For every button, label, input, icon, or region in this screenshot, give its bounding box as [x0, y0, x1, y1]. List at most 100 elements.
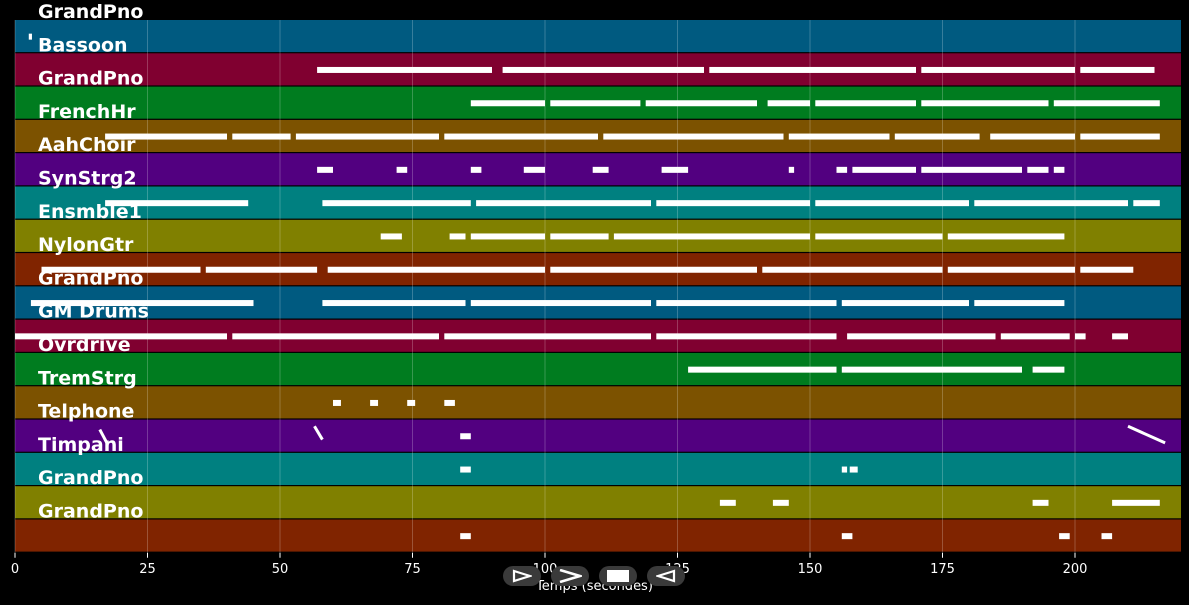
note-bar [523, 166, 545, 173]
skip-back-icon [512, 569, 532, 583]
track-lane [15, 419, 1181, 452]
skip-forward-icon [656, 569, 676, 583]
note-bar [380, 233, 402, 240]
note-bar [852, 166, 916, 173]
track-lane [15, 20, 1181, 53]
note-bar [1032, 366, 1065, 373]
note-bar [990, 133, 1075, 140]
note-bar [1000, 333, 1070, 340]
note-bar [762, 266, 943, 273]
x-tick-label: 75 [404, 562, 421, 577]
note-bar [772, 499, 789, 506]
note-bar [841, 466, 848, 473]
track-label: Timpani [38, 434, 124, 456]
note-bar [688, 366, 837, 373]
note-bar [849, 466, 858, 473]
note-bar [396, 166, 408, 173]
note-bar [333, 399, 341, 406]
track-label: TremStrg [38, 367, 137, 389]
note-bar [613, 233, 810, 240]
note-bar [476, 200, 651, 207]
x-tick-label: 175 [930, 562, 955, 577]
note-bar [317, 166, 333, 173]
note-bar [1080, 266, 1134, 273]
note-bar [841, 533, 853, 540]
x-tick-label: 150 [798, 562, 823, 577]
track-label: GM Drums [38, 301, 149, 323]
note-bar [1053, 100, 1160, 107]
note-bar [788, 166, 795, 173]
note-bar [921, 100, 1049, 107]
notes-layer [15, 33, 1166, 540]
note-bar [444, 399, 455, 406]
note-bar [656, 333, 837, 340]
track-lane [15, 452, 1181, 485]
note-bar [1075, 333, 1086, 340]
note-bar [1112, 499, 1160, 506]
note-bar [317, 66, 492, 73]
note-bar [444, 133, 598, 140]
x-axis-ticks: 0255075100125150175200 [11, 552, 1088, 577]
note-bar [1032, 499, 1049, 506]
note-bar [645, 100, 757, 107]
note-bar [470, 100, 545, 107]
note-bar [1101, 533, 1113, 540]
skip-forward-button[interactable] [647, 566, 685, 586]
note-bar [656, 300, 837, 307]
note-bar [836, 166, 848, 173]
note-bar [1080, 66, 1155, 73]
note-bar [444, 333, 651, 340]
note-bar [550, 266, 757, 273]
playback-controls [0, 566, 1189, 586]
note-bar [105, 133, 227, 140]
note-bar [1027, 166, 1049, 173]
note-bar [322, 300, 466, 307]
play-button[interactable] [551, 566, 589, 586]
note-bar [767, 100, 810, 107]
track-labels: GrandPno Bassoon GrandPno FrenchHr AahChoir S… [38, 1, 149, 523]
x-tick-label: 200 [1063, 562, 1088, 577]
note-bar [550, 233, 609, 240]
note-bar [105, 200, 249, 207]
note-bar [1059, 533, 1070, 540]
note-bar [1112, 333, 1128, 340]
track-label: NylonGtr [38, 234, 134, 256]
play-icon [559, 569, 582, 583]
note-bar [921, 166, 1022, 173]
track-lane [15, 519, 1181, 552]
stop-button[interactable] [599, 566, 637, 586]
note-bar [1133, 200, 1160, 207]
note-bar [322, 200, 471, 207]
x-tick-label: 50 [272, 562, 289, 577]
track-lane [15, 386, 1181, 419]
note-bar [661, 166, 689, 173]
note-bar [815, 233, 943, 240]
track-label: GrandPno [38, 467, 143, 489]
track-lane [15, 486, 1181, 519]
note-bar [232, 133, 291, 140]
note-slide [313, 425, 324, 441]
note-bar [815, 100, 916, 107]
track-label: GrandPno [38, 1, 143, 23]
skip-back-button[interactable] [503, 566, 541, 586]
note-bar [295, 133, 439, 140]
track-label: Telphone [38, 401, 134, 423]
track-label: GrandPno [38, 267, 143, 289]
track-label: SynStrg2 [38, 168, 137, 190]
note-bar [656, 200, 810, 207]
note-slide [98, 428, 110, 446]
track-label: Ovrdrive [38, 334, 131, 356]
note-bar [470, 300, 651, 307]
x-tick-label: 25 [139, 562, 156, 577]
note-bar [470, 233, 545, 240]
note-slide [1127, 424, 1166, 445]
track-label: GrandPno [38, 501, 143, 523]
note-bar [974, 300, 1065, 307]
note-bar [815, 200, 969, 207]
note-bar [460, 533, 471, 540]
grid-lines [14, 20, 1076, 553]
note-bar [370, 399, 379, 406]
note-bar [41, 266, 201, 273]
track-label: Bassoon [38, 34, 128, 56]
